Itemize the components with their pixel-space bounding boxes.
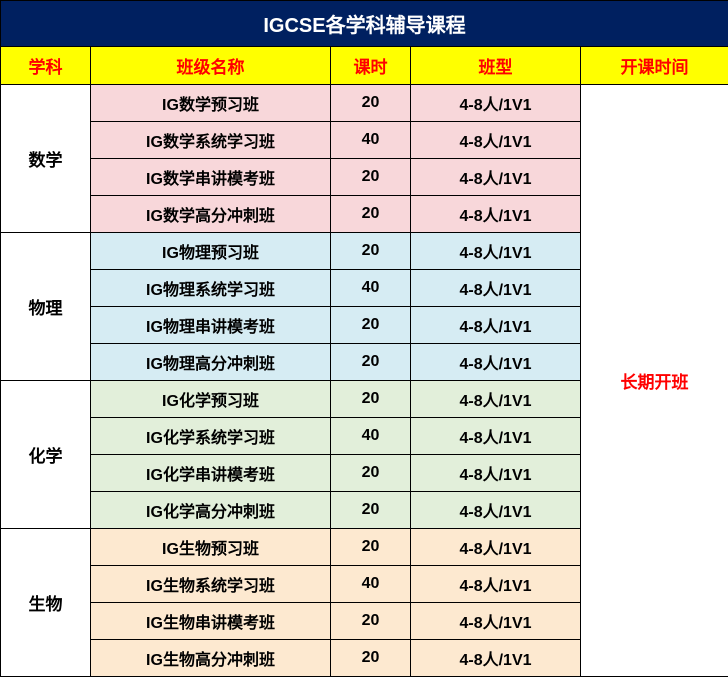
subject-cell: 物理 xyxy=(1,233,91,381)
hours-cell: 40 xyxy=(331,122,411,159)
hours-cell: 20 xyxy=(331,307,411,344)
class-name-cell: IG数学串讲模考班 xyxy=(91,159,331,196)
class-type-cell: 4-8人/1V1 xyxy=(411,492,581,529)
column-header: 学科 xyxy=(1,47,91,85)
class-type-cell: 4-8人/1V1 xyxy=(411,455,581,492)
hours-cell: 20 xyxy=(331,233,411,270)
class-name-cell: IG数学预习班 xyxy=(91,85,331,122)
schedule-cell: 长期开班 xyxy=(581,85,728,677)
hours-cell: 20 xyxy=(331,492,411,529)
course-table: IGCSE各学科辅导课程学科班级名称课时班型开课时间数学IG数学预习班204-8… xyxy=(0,0,728,677)
hours-cell: 20 xyxy=(331,640,411,677)
hours-cell: 20 xyxy=(331,529,411,566)
hours-cell: 40 xyxy=(331,270,411,307)
hours-cell: 40 xyxy=(331,566,411,603)
hours-cell: 20 xyxy=(331,381,411,418)
class-type-cell: 4-8人/1V1 xyxy=(411,85,581,122)
class-type-cell: 4-8人/1V1 xyxy=(411,196,581,233)
class-name-cell: IG生物高分冲刺班 xyxy=(91,640,331,677)
hours-cell: 20 xyxy=(331,159,411,196)
class-type-cell: 4-8人/1V1 xyxy=(411,159,581,196)
class-type-cell: 4-8人/1V1 xyxy=(411,233,581,270)
subject-cell: 化学 xyxy=(1,381,91,529)
class-name-cell: IG生物系统学习班 xyxy=(91,566,331,603)
column-header: 开课时间 xyxy=(581,47,728,85)
class-type-cell: 4-8人/1V1 xyxy=(411,529,581,566)
hours-cell: 20 xyxy=(331,344,411,381)
column-header: 班级名称 xyxy=(91,47,331,85)
hours-cell: 20 xyxy=(331,455,411,492)
subject-cell: 生物 xyxy=(1,529,91,677)
column-header: 班型 xyxy=(411,47,581,85)
class-type-cell: 4-8人/1V1 xyxy=(411,122,581,159)
class-name-cell: IG物理预习班 xyxy=(91,233,331,270)
class-name-cell: IG生物串讲模考班 xyxy=(91,603,331,640)
class-type-cell: 4-8人/1V1 xyxy=(411,418,581,455)
course-table-container: IGCSE各学科辅导课程学科班级名称课时班型开课时间数学IG数学预习班204-8… xyxy=(0,0,728,677)
class-type-cell: 4-8人/1V1 xyxy=(411,603,581,640)
class-type-cell: 4-8人/1V1 xyxy=(411,640,581,677)
class-name-cell: IG生物预习班 xyxy=(91,529,331,566)
subject-cell: 数学 xyxy=(1,85,91,233)
class-type-cell: 4-8人/1V1 xyxy=(411,381,581,418)
column-header: 课时 xyxy=(331,47,411,85)
class-type-cell: 4-8人/1V1 xyxy=(411,307,581,344)
hours-cell: 20 xyxy=(331,603,411,640)
table-title: IGCSE各学科辅导课程 xyxy=(1,1,728,47)
class-type-cell: 4-8人/1V1 xyxy=(411,566,581,603)
class-name-cell: IG数学高分冲刺班 xyxy=(91,196,331,233)
class-name-cell: IG数学系统学习班 xyxy=(91,122,331,159)
hours-cell: 20 xyxy=(331,85,411,122)
class-name-cell: IG物理高分冲刺班 xyxy=(91,344,331,381)
class-name-cell: IG化学系统学习班 xyxy=(91,418,331,455)
table-row: 数学IG数学预习班204-8人/1V1长期开班 xyxy=(1,85,728,122)
class-name-cell: IG化学串讲模考班 xyxy=(91,455,331,492)
hours-cell: 20 xyxy=(331,196,411,233)
class-name-cell: IG化学高分冲刺班 xyxy=(91,492,331,529)
class-name-cell: IG化学预习班 xyxy=(91,381,331,418)
class-type-cell: 4-8人/1V1 xyxy=(411,270,581,307)
class-type-cell: 4-8人/1V1 xyxy=(411,344,581,381)
class-name-cell: IG物理串讲模考班 xyxy=(91,307,331,344)
hours-cell: 40 xyxy=(331,418,411,455)
class-name-cell: IG物理系统学习班 xyxy=(91,270,331,307)
